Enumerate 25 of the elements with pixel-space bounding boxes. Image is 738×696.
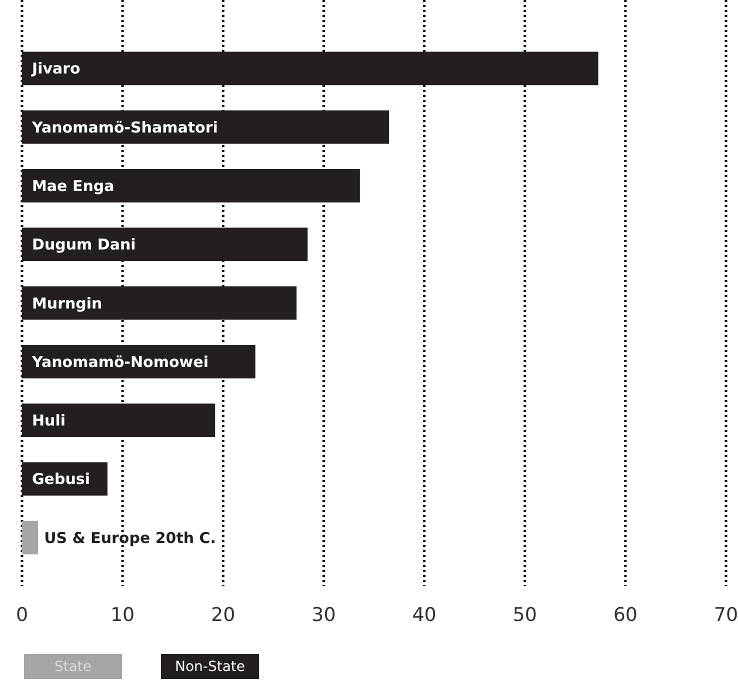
text: Non-State bbox=[174, 658, 246, 675]
bar bbox=[22, 110, 390, 144]
bar bbox=[22, 520, 38, 554]
y-tick-label: Jivaro bbox=[31, 60, 80, 78]
x-tick-label: 70 bbox=[714, 604, 738, 626]
x-tick-label: 0 bbox=[16, 604, 28, 626]
y-tick-label: Huli bbox=[32, 412, 66, 430]
y-tick-label: Gebusi bbox=[32, 470, 90, 488]
y-tick-label: Murngin bbox=[32, 294, 102, 312]
x-tick-label: 50 bbox=[512, 604, 537, 626]
bar bbox=[22, 404, 216, 437]
y-tick-label: Yanomamö-Shamatori bbox=[31, 118, 218, 136]
y-tick-label: Yanomamö-Nomowei bbox=[31, 352, 208, 371]
x-tick-label: 60 bbox=[613, 604, 638, 626]
bar bbox=[22, 52, 598, 86]
bar bbox=[22, 169, 360, 202]
x-tick-label: 20 bbox=[211, 604, 236, 626]
x-tick-label: 30 bbox=[312, 604, 336, 626]
y-tick-label: Dugum Dani bbox=[32, 236, 136, 254]
x-tick-label: 10 bbox=[110, 604, 135, 626]
y-tick-label: Mae Enga bbox=[32, 176, 114, 195]
bar bbox=[22, 228, 308, 262]
x-tick-label: 40 bbox=[412, 604, 436, 626]
bar bbox=[22, 286, 297, 320]
y-tick-label: US & Europe 20th C. bbox=[44, 528, 216, 547]
